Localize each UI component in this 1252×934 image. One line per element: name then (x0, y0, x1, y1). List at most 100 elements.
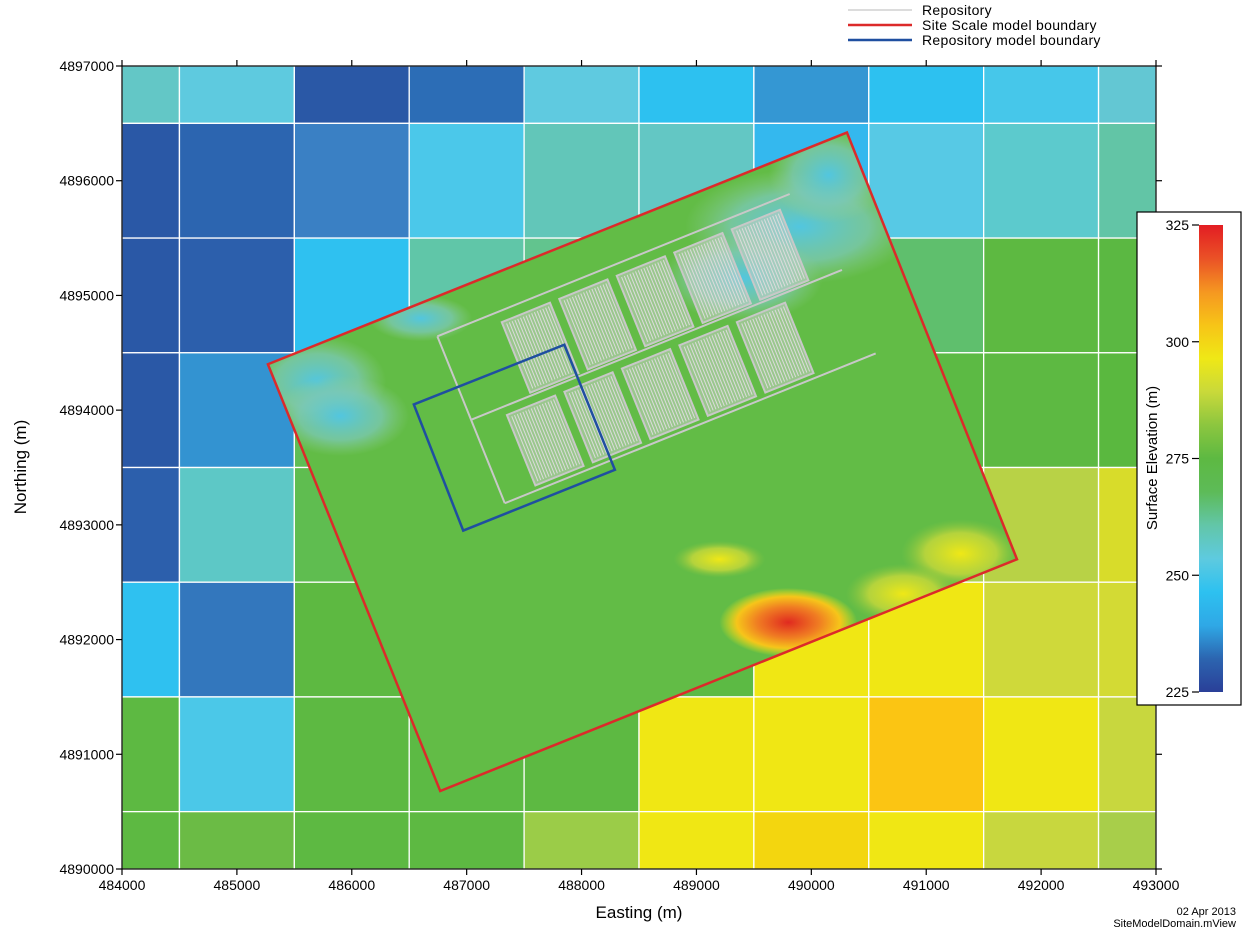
emplacement-room (665, 353, 693, 420)
grid-cell (983, 352, 1100, 469)
emplacement-room (717, 332, 745, 399)
y-tick-label: 4890000 (59, 861, 114, 877)
grid-cell (1097, 66, 1156, 125)
emplacement-room (604, 378, 633, 444)
y-tick-label: 4893000 (59, 517, 114, 533)
access-tunnel (436, 193, 791, 338)
emplacement-room (689, 249, 717, 315)
emplacement-room (766, 218, 794, 284)
emplacement-room (749, 224, 778, 291)
y-tick-label: 4894000 (59, 402, 114, 418)
y-tick-label: 4892000 (59, 632, 114, 648)
emplacement-room (686, 345, 714, 411)
emplacement-room (703, 338, 731, 404)
grid-cell (638, 66, 755, 125)
emplacement-room (599, 380, 627, 446)
emplacement-room (648, 360, 676, 426)
emplacement-room (738, 229, 766, 295)
repository-panel (672, 231, 753, 325)
grid-cell (523, 66, 640, 125)
grid-cell (983, 122, 1100, 239)
emplacement-room (717, 237, 745, 304)
emplacement-room (741, 228, 769, 294)
emplacement-room (585, 291, 614, 357)
emplacement-room (508, 322, 537, 388)
emplacement-room (703, 243, 731, 309)
emplacement-room (667, 352, 696, 419)
footer-file: SiteModelDomain.mView (1113, 918, 1236, 930)
emplacement-room (775, 214, 803, 280)
emplacement-room (626, 274, 654, 340)
repository-panel (678, 324, 758, 418)
grid-cell (638, 696, 755, 813)
emplacement-room (777, 213, 805, 279)
emplacement-room (769, 311, 797, 378)
emplacement-room (714, 239, 742, 305)
site-scale-model-boundary (266, 130, 1019, 793)
emplacement-room (711, 240, 740, 306)
emplacement-room (623, 275, 652, 341)
emplacement-room (654, 358, 682, 424)
x-tick-label: 484000 (99, 877, 146, 893)
access-tunnel (504, 352, 877, 505)
emplacement-room (634, 366, 662, 432)
grid-cell (178, 466, 295, 583)
emplacement-room (574, 390, 602, 456)
emplacement-room (689, 344, 717, 410)
emplacement-room (566, 298, 594, 365)
emplacement-room (520, 317, 548, 383)
emplacement-room (511, 321, 539, 387)
emplacement-room (749, 319, 777, 386)
emplacement-room (547, 401, 575, 467)
emplacement-room (777, 308, 805, 374)
emplacement-room (602, 284, 630, 350)
emplacement-room (585, 386, 613, 452)
emplacement-room (577, 294, 605, 360)
emplacement-room (761, 220, 789, 286)
legend-label: Site Scale model boundary (922, 17, 1097, 33)
colorbar-ramp (1199, 225, 1223, 692)
emplacement-room (536, 310, 564, 377)
x-tick-label: 492000 (1018, 877, 1065, 893)
x-tick-label: 493000 (1133, 877, 1180, 893)
ridge-high (673, 540, 766, 578)
emplacement-room (602, 379, 630, 445)
emplacement-room (746, 320, 774, 387)
emplacement-room (542, 308, 570, 374)
emplacement-room (736, 230, 764, 296)
y-tick-label: 4897000 (59, 58, 114, 74)
emplacement-room (594, 287, 622, 353)
x-axis: 484000 485000 486000 487000 488000 489000 4900… (99, 60, 1180, 893)
emplacement-room (514, 319, 542, 386)
emplacement-room (711, 335, 739, 401)
emplacement-room (646, 266, 674, 333)
elevation-colorbar: Surface Elevation (m) 325 300 275 250 225 (1136, 211, 1242, 706)
emplacement-room (766, 313, 794, 379)
y-tick-label: 4891000 (59, 746, 114, 762)
emplacement-room (536, 406, 564, 472)
emplacement-room (533, 312, 562, 378)
legend-label: Repository model boundary (922, 32, 1101, 48)
grid-cell (868, 66, 985, 125)
emplacement-room (632, 272, 660, 338)
grid-cell (122, 237, 181, 354)
emplacement-room (654, 263, 682, 329)
emplacement-room (591, 383, 619, 450)
emplacement-room (694, 341, 723, 408)
emplacement-room (758, 221, 786, 287)
emplacement-room (579, 388, 608, 454)
emplacement-room (568, 392, 596, 459)
emplacement-room (522, 316, 550, 382)
emplacement-room (580, 293, 608, 359)
emplacement-room (681, 252, 709, 318)
y-axis-title: Northing (m) (11, 420, 30, 514)
grid-cell (523, 122, 640, 239)
repository-panel (557, 278, 638, 371)
legend-label: Repository (922, 2, 992, 18)
grid-cell (122, 810, 181, 869)
emplacement-room (530, 408, 558, 474)
grid-cell (638, 810, 755, 869)
emplacement-room (514, 414, 542, 481)
emplacement-room (683, 346, 711, 412)
emplacement-room (596, 286, 625, 352)
